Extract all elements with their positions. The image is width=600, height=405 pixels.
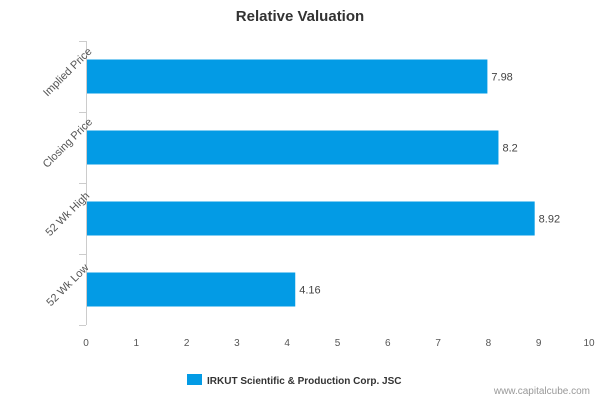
x-tick-label: 2 bbox=[184, 338, 190, 349]
x-tick-label: 1 bbox=[134, 338, 140, 349]
data-label: 7.98 bbox=[491, 72, 512, 84]
legend-swatch bbox=[187, 374, 202, 385]
watermark: www.capitalcube.com bbox=[493, 386, 590, 397]
category-label: 52 Wk High bbox=[44, 190, 93, 239]
x-tick-label: 6 bbox=[385, 338, 391, 349]
data-labels: 7.98 8.2 8.92 4.16 bbox=[299, 72, 560, 297]
chart-bars bbox=[87, 59, 535, 307]
x-tick-label: 9 bbox=[536, 338, 542, 349]
category-label: 52 Wk Low bbox=[44, 262, 91, 309]
x-tick-label: 7 bbox=[435, 338, 441, 349]
x-tick-label: 8 bbox=[486, 338, 492, 349]
x-tick-label: 3 bbox=[234, 338, 240, 349]
legend-label: IRKUT Scientific & Production Corp. JSC bbox=[207, 376, 401, 387]
chart-axes bbox=[79, 41, 87, 326]
data-label: 4.16 bbox=[299, 285, 320, 297]
bar bbox=[87, 272, 296, 307]
x-tick-label: 4 bbox=[284, 338, 290, 349]
bar bbox=[87, 201, 535, 236]
x-tick-label: 5 bbox=[335, 338, 341, 349]
data-label: 8.2 bbox=[502, 143, 517, 155]
data-label: 8.92 bbox=[539, 214, 560, 226]
x-tick-label: 10 bbox=[583, 338, 595, 349]
x-tick-label: 0 bbox=[83, 338, 89, 349]
chart-title: Relative Valuation bbox=[236, 8, 364, 25]
bar bbox=[87, 59, 488, 94]
x-tick-labels: 0 1 2 3 4 5 6 7 8 9 10 bbox=[83, 338, 595, 349]
legend: IRKUT Scientific & Production Corp. JSC bbox=[187, 374, 401, 387]
bar bbox=[87, 130, 499, 165]
